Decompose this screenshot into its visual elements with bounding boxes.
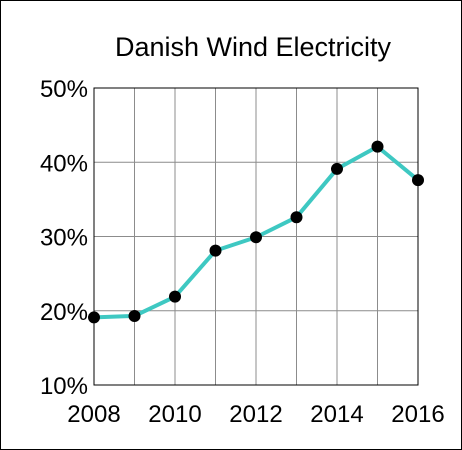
y-tick-label: 10% xyxy=(40,373,88,400)
x-tick-label: 2016 xyxy=(391,401,444,428)
x-tick-label: 2010 xyxy=(148,401,201,428)
chart-title: Danish Wind Electricity xyxy=(115,32,392,62)
data-point xyxy=(250,231,262,244)
x-tick-label: 2014 xyxy=(310,401,363,428)
y-tick-label: 20% xyxy=(40,299,88,326)
data-point xyxy=(371,140,384,153)
x-tick-label: 2012 xyxy=(229,401,282,428)
y-tick-label: 50% xyxy=(40,76,88,103)
y-tick-label: 30% xyxy=(40,225,88,252)
data-point xyxy=(128,309,141,322)
data-points xyxy=(88,140,424,324)
x-tick-label: 2008 xyxy=(67,401,120,428)
y-tick-label: 40% xyxy=(40,150,88,177)
data-point xyxy=(169,290,181,303)
data-point xyxy=(290,211,303,224)
data-point xyxy=(331,162,343,175)
plot-area-border xyxy=(93,87,419,386)
y-axis-tick-labels: 10% 20% 30% 40% 50% xyxy=(40,76,88,400)
data-point xyxy=(88,311,100,324)
x-axis-tick-labels: 2008 2010 2012 2014 2016 xyxy=(67,401,444,428)
data-point xyxy=(209,244,222,257)
data-point xyxy=(412,174,424,187)
